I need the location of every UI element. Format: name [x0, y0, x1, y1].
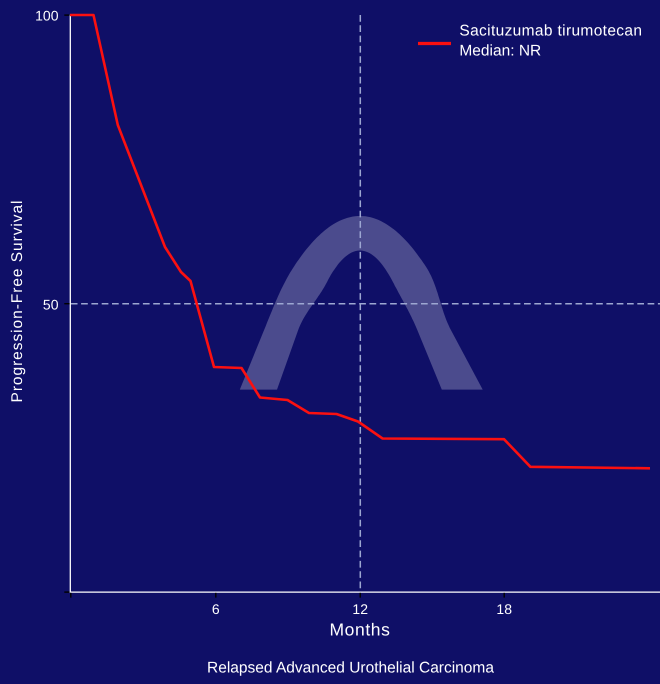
svg-text:6: 6	[212, 601, 220, 617]
svg-text:Relapsed Advanced Urothelial C: Relapsed Advanced Urothelial Carcinoma	[207, 660, 494, 677]
svg-text:100: 100	[35, 8, 59, 24]
svg-text:18: 18	[496, 601, 512, 617]
svg-text:Median: NR: Median: NR	[459, 43, 541, 60]
svg-text:50: 50	[43, 297, 59, 313]
svg-text:Months: Months	[330, 620, 391, 640]
svg-text:12: 12	[352, 601, 368, 617]
svg-text:Sacituzumab tirumotecan: Sacituzumab tirumotecan	[459, 23, 642, 40]
svg-text:Progression-Free Survival: Progression-Free Survival	[9, 200, 26, 403]
